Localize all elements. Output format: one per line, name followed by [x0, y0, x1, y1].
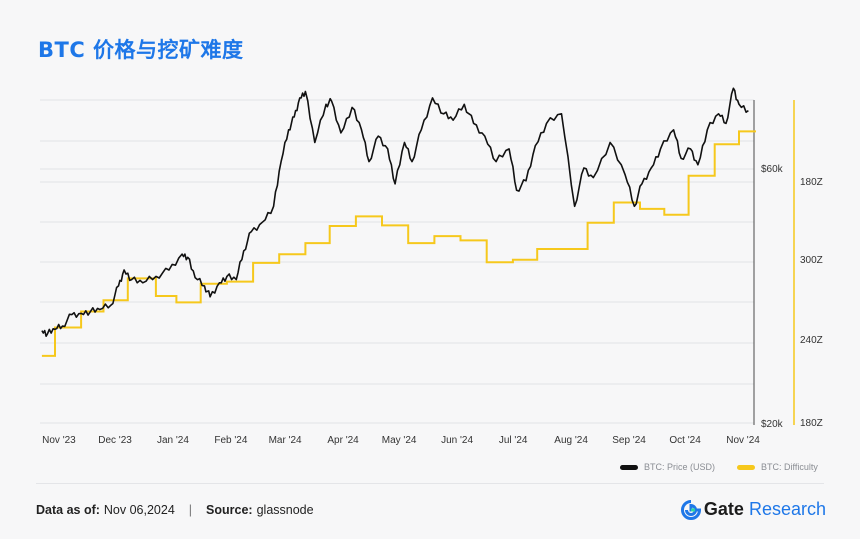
source-label: Source:	[206, 503, 253, 517]
legend-price-label: BTC: Price (USD)	[644, 462, 716, 472]
x-axis-ticks: Nov '23 Dec '23 Jan '24 Feb '24 Mar '24 Apr '…	[42, 435, 760, 446]
difficulty-tick-label: 300Z	[800, 255, 823, 266]
footer-separator: |	[188, 503, 193, 517]
price-line	[41, 87, 749, 337]
x-tick-label: Apr '24	[327, 435, 359, 446]
x-tick-label: Nov '24	[726, 435, 760, 446]
gridlines	[40, 99, 754, 424]
x-tick-label: Nov '23	[42, 435, 76, 446]
footer-divider	[36, 483, 824, 484]
legend-price-swatch	[620, 464, 638, 470]
x-tick-label: Aug '24	[554, 435, 588, 446]
brand-name: Gate	[703, 499, 744, 519]
x-tick-label: Jul '24	[499, 435, 528, 446]
chart-title: BTC 价格与挖矿难度	[38, 38, 244, 62]
footer: Data as of: Nov 06,2024 | Source: glassn…	[36, 503, 314, 517]
x-tick-label: Dec '23	[98, 435, 132, 446]
data-as-of-label: Data as of:	[36, 503, 100, 517]
x-tick-label: Sep '24	[612, 435, 646, 446]
x-tick-label: Oct '24	[669, 435, 701, 446]
legend-difficulty: BTC: Difficulty	[737, 462, 818, 472]
gate-logo-icon	[680, 499, 701, 520]
difficulty-tick-label: 240Z	[800, 335, 823, 346]
legend-price: BTC: Price (USD)	[620, 462, 715, 472]
difficulty-axis-ticks: 180Z 300Z 240Z 180Z	[800, 177, 823, 429]
price-series	[41, 87, 749, 337]
legend-difficulty-swatch	[737, 464, 755, 470]
brand-suffix: Research	[748, 499, 826, 519]
difficulty-line	[41, 130, 756, 357]
difficulty-tick-label: 180Z	[800, 418, 823, 429]
price-tick-label: $60k	[761, 164, 784, 175]
data-as-of-value: Nov 06,2024	[103, 503, 175, 517]
difficulty-series	[41, 130, 756, 357]
difficulty-tick-label: 180Z	[800, 177, 823, 188]
gate-research-logo: Gate Research	[680, 499, 826, 520]
price-tick-label: $20k	[761, 419, 784, 430]
x-tick-label: Jun '24	[441, 435, 473, 446]
source-value: glassnode	[256, 503, 314, 517]
x-tick-label: Mar '24	[269, 435, 302, 446]
legend-difficulty-label: BTC: Difficulty	[761, 462, 818, 472]
x-tick-label: Jan '24	[157, 435, 189, 446]
x-tick-label: May '24	[382, 435, 417, 446]
price-axis-ticks: $60k $20k	[761, 164, 784, 430]
x-tick-label: Feb '24	[214, 435, 247, 446]
